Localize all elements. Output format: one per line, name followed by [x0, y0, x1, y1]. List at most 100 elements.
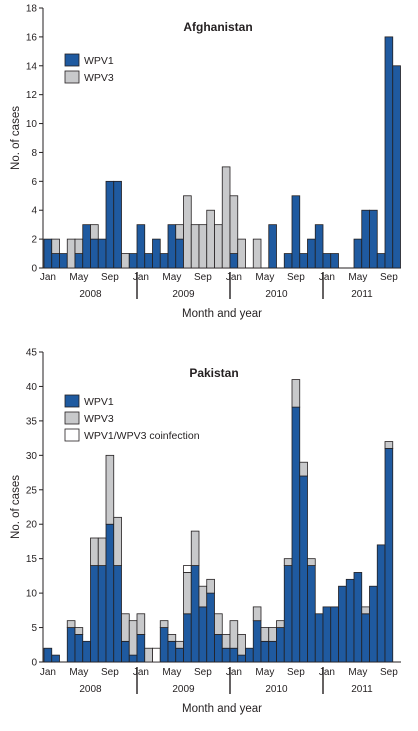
x-month-label: May — [348, 272, 367, 283]
bar-wpv1-wpv3-coinfection — [183, 565, 192, 573]
bar-wpv1 — [384, 36, 394, 269]
y-tick-label: 0 — [31, 264, 37, 275]
x-month-label: Sep — [194, 272, 212, 283]
bar-wpv3 — [214, 613, 223, 635]
x-month-label: Sep — [380, 667, 398, 678]
bar-wpv3 — [252, 606, 262, 622]
bar-wpv3 — [113, 516, 122, 566]
bar-wpv1 — [229, 647, 239, 663]
bar-wpv3 — [299, 461, 308, 477]
bar-wpv3 — [190, 224, 200, 269]
bar-wpv1 — [361, 209, 370, 269]
bar-wpv1 — [90, 238, 99, 269]
legend: WPV1 WPV3 WPV1/WPV3 coinfection — [64, 394, 200, 442]
x-month-label: Jan — [319, 272, 335, 283]
bar-wpv1 — [283, 565, 293, 663]
x-month-label: Jan — [40, 667, 56, 678]
bar-wpv3 — [51, 238, 60, 254]
x-month-label: Jan — [40, 272, 56, 283]
bar-wpv1 — [136, 634, 146, 663]
x-year-label: 2009 — [172, 289, 195, 300]
bar-wpv3 — [307, 558, 316, 566]
bar-wpv1 — [74, 253, 84, 269]
y-tick-label: 14 — [26, 61, 38, 72]
x-month-label: May — [69, 272, 88, 283]
y-tick-label: 18 — [26, 4, 38, 15]
bar-wpv1 — [260, 640, 270, 663]
bar-wpv1 — [361, 613, 370, 663]
bar-wpv1 — [229, 253, 239, 269]
y-tick-label: 25 — [26, 485, 38, 496]
bar-wpv1 — [128, 253, 138, 269]
bar-wpv1 — [384, 448, 394, 663]
bar-wpv1 — [338, 585, 347, 663]
y-tick-label: 10 — [26, 589, 38, 600]
bar-wpv1 — [376, 544, 386, 663]
bar-wpv1 — [175, 238, 184, 269]
bar-wpv3 — [159, 620, 169, 628]
y-tick-label: 40 — [26, 382, 38, 393]
bar-wpv1 — [97, 238, 107, 269]
x-month-label: May — [162, 272, 181, 283]
y-tick-label: 35 — [26, 416, 38, 427]
y-tick-label: 10 — [26, 119, 38, 130]
bar-wpv3 — [214, 224, 223, 269]
bar-wpv1 — [175, 647, 184, 663]
bar-wpv1 — [353, 572, 363, 663]
legend: WPV1 WPV3 — [64, 53, 114, 84]
bar-wpv1 — [252, 620, 262, 663]
bar-wpv1 — [82, 640, 91, 663]
bar-wpv3 — [221, 166, 231, 269]
bar-wpv3 — [229, 620, 239, 649]
bar-wpv3 — [175, 640, 184, 649]
bar-wpv3 — [291, 379, 301, 408]
bar-wpv1 — [245, 647, 254, 663]
bar-wpv1 — [330, 253, 339, 269]
y-tick-label: 5 — [31, 623, 37, 634]
bar-wpv3 — [229, 195, 239, 254]
bar-wpv1 — [43, 238, 53, 269]
bar-wpv3 — [384, 441, 394, 449]
legend-label: WPV3 — [84, 413, 114, 425]
bar-wpv1 — [66, 627, 76, 663]
bar-wpv3 — [167, 634, 177, 642]
bar-wpv1 — [105, 180, 115, 269]
bar-wpv1 — [167, 224, 177, 269]
bar-wpv1 — [322, 606, 332, 663]
bar-wpv1 — [392, 65, 401, 269]
bar-wpv3 — [183, 195, 192, 269]
bar-wpv1 — [183, 613, 192, 663]
x-month-label: May — [255, 667, 274, 678]
x-year-label: 2011 — [351, 684, 373, 695]
bar-wpv3 — [268, 627, 277, 642]
x-month-label: Jan — [319, 667, 335, 678]
legend-swatch — [64, 70, 80, 84]
bar-wpv1 — [307, 565, 316, 663]
bar-wpv1 — [59, 253, 68, 269]
bar-wpv3 — [121, 253, 130, 269]
bar-wpv1 — [136, 224, 146, 269]
y-tick-label: 2 — [31, 235, 37, 246]
chart-pakistan: 0 5 10 15 20 25 30 35 40 45 Jan May Sep Jan May Sep Jan M… — [10, 348, 401, 715]
bar-wpv3 — [237, 634, 246, 656]
x-month-label: May — [255, 272, 274, 283]
y-tick-label: 30 — [26, 451, 38, 462]
bar-wpv3 — [66, 238, 76, 269]
bar-wpv1 — [159, 253, 169, 269]
y-tick-label: 45 — [26, 348, 38, 359]
bar-wpv3 — [90, 537, 99, 566]
legend-swatch — [64, 428, 80, 442]
bar-wpv1 — [51, 654, 60, 663]
bar-wpv1 — [90, 565, 99, 663]
bar-wpv1 — [268, 640, 277, 663]
bar-wpv3 — [361, 606, 370, 615]
x-month-label: Sep — [101, 667, 119, 678]
bar-wpv3 — [260, 627, 270, 642]
y-tick-label: 0 — [31, 658, 37, 669]
bar-wpv1 — [82, 224, 91, 269]
bar-wpv1 — [237, 654, 246, 663]
x-month-label: May — [162, 667, 181, 678]
chart-title: Afghanistan — [183, 20, 252, 34]
bar-wpv3 — [74, 238, 84, 254]
bar-wpv1 — [206, 592, 215, 663]
